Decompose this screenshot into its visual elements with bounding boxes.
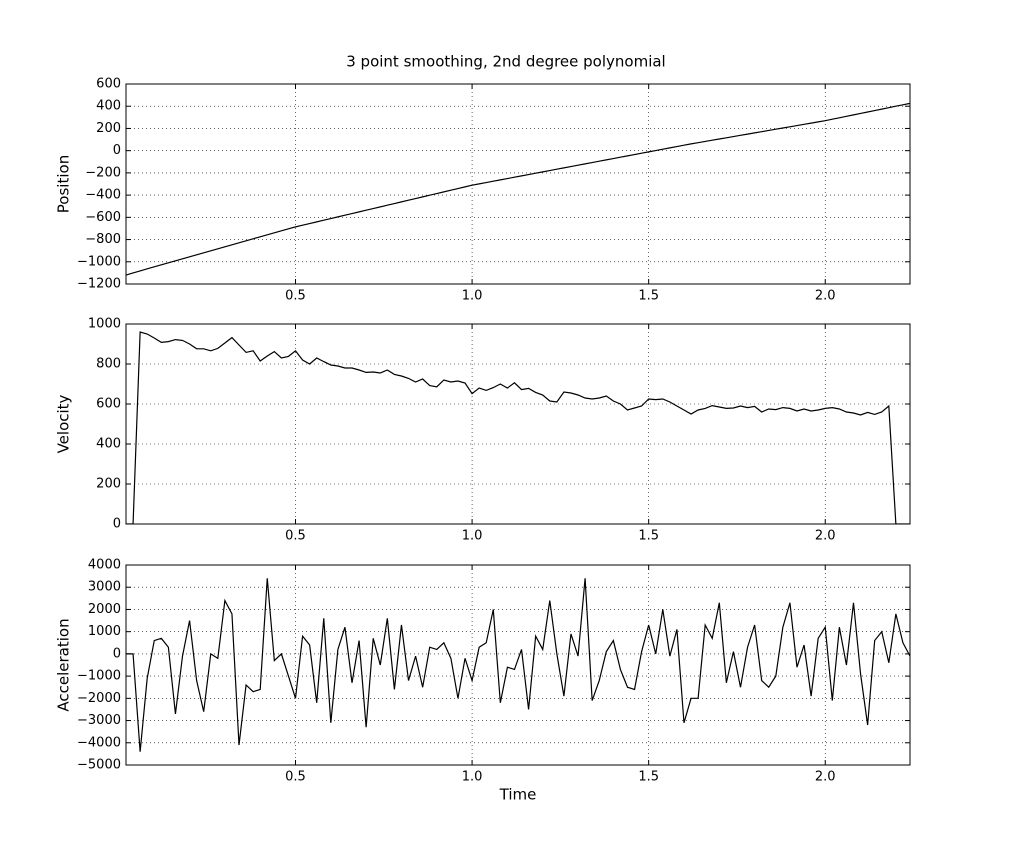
x-tick-label: 1.0 <box>462 529 483 544</box>
x-tick-label: 1.5 <box>638 289 659 304</box>
y-axis-label: Acceleration <box>55 618 73 711</box>
data-line <box>126 102 910 276</box>
y-tick-label: 200 <box>96 477 121 492</box>
plot-frame <box>125 564 911 766</box>
plot-frame <box>125 323 911 525</box>
y-tick-label: 800 <box>96 357 121 372</box>
y-tick-label: −200 <box>85 165 121 180</box>
x-axis-label: Time <box>499 786 537 804</box>
y-tick-label: −3000 <box>77 713 121 728</box>
y-tick-label: −800 <box>85 232 121 247</box>
y-tick-label: −5000 <box>77 758 121 773</box>
chart-title: 3 point smoothing, 2nd degree polynomial <box>346 53 665 71</box>
y-tick-label: −4000 <box>77 735 121 750</box>
x-tick-label: 2.0 <box>815 529 836 544</box>
y-tick-label: −1000 <box>77 254 121 269</box>
y-tick-label: 400 <box>96 99 121 114</box>
x-tick-label: 2.0 <box>815 770 836 785</box>
y-tick-label: 0 <box>113 646 121 661</box>
x-tick-label: 0.5 <box>285 529 306 544</box>
y-tick-label: −1000 <box>77 669 121 684</box>
x-tick-label: 1.0 <box>462 770 483 785</box>
y-tick-label: 1000 <box>88 624 121 639</box>
x-tick-label: 1.5 <box>638 770 659 785</box>
x-tick-label: 0.5 <box>285 289 306 304</box>
y-tick-label: 2000 <box>88 602 121 617</box>
x-tick-label: 1.0 <box>462 289 483 304</box>
y-tick-label: 3000 <box>88 580 121 595</box>
y-tick-label: 400 <box>96 437 121 452</box>
y-tick-label: −1200 <box>77 277 121 292</box>
y-axis-label: Velocity <box>55 394 73 453</box>
y-tick-label: 200 <box>96 121 121 136</box>
data-line <box>126 578 910 752</box>
x-tick-label: 2.0 <box>815 289 836 304</box>
y-tick-label: −400 <box>85 188 121 203</box>
y-tick-label: 1000 <box>88 317 121 332</box>
y-tick-label: −2000 <box>77 691 121 706</box>
y-tick-label: 600 <box>96 397 121 412</box>
x-tick-label: 1.5 <box>638 529 659 544</box>
y-axis-label: Position <box>55 155 73 213</box>
plot-frame <box>125 83 911 285</box>
y-tick-label: 4000 <box>88 558 121 573</box>
y-tick-label: 0 <box>113 143 121 158</box>
y-tick-label: −600 <box>85 210 121 225</box>
y-tick-label: 600 <box>96 77 121 92</box>
x-tick-label: 0.5 <box>285 770 306 785</box>
data-line <box>126 331 910 524</box>
y-tick-label: 0 <box>113 517 121 532</box>
